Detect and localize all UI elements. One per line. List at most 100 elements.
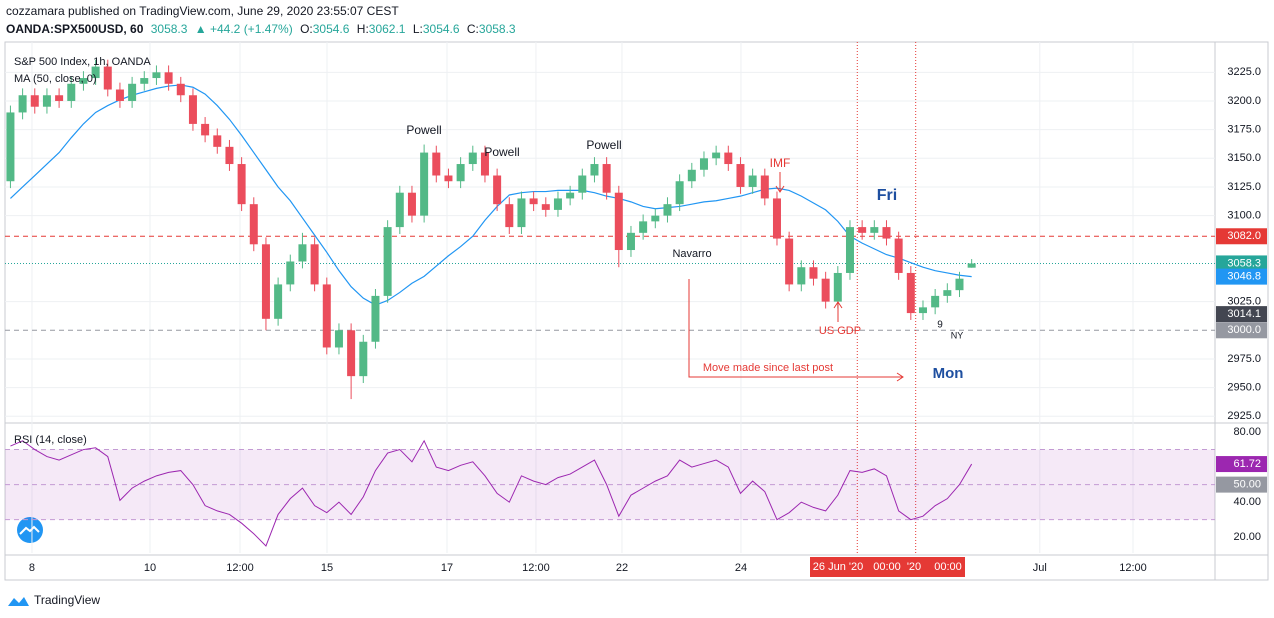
pane-title: S&P 500 Index, 1h, OANDA <box>14 56 151 68</box>
published: cozzamara published on TradingView.com, … <box>6 4 399 18</box>
c-label: C: <box>467 22 479 36</box>
price-tag-label: 3082.0 <box>1227 230 1261 242</box>
y-tick-label: 3150.0 <box>1227 152 1261 164</box>
frame <box>4 41 1269 581</box>
price-tag-label: 3014.1 <box>1227 308 1261 320</box>
time-marker: 00:00 <box>934 561 962 573</box>
price-tag <box>1216 476 1267 493</box>
candle-body <box>675 181 684 205</box>
candle-body <box>468 152 477 165</box>
annotation: IMF <box>770 156 791 170</box>
candle-body <box>663 204 672 216</box>
price-tag <box>1216 268 1267 285</box>
candle-body <box>237 164 246 205</box>
y-tick-label: 3175.0 <box>1227 124 1261 136</box>
candle-body <box>103 66 112 90</box>
candle-body <box>541 204 550 210</box>
candle-body <box>724 152 733 165</box>
candle-body <box>67 83 76 101</box>
last: 3058.3 <box>151 22 188 36</box>
arrow <box>775 172 785 193</box>
y-tick-label: 40.00 <box>1233 496 1261 508</box>
candle-body <box>712 152 721 159</box>
candle-body <box>785 238 794 285</box>
price-tag <box>1216 322 1267 339</box>
y-tick-label: 3125.0 <box>1227 181 1261 193</box>
annotation: Powell <box>484 145 519 159</box>
x-tick-label: 15 <box>321 562 333 574</box>
price-tag <box>1216 306 1267 323</box>
o-label: O: <box>300 22 313 36</box>
candle-body <box>383 227 392 296</box>
candle-body <box>91 66 100 79</box>
price-tag <box>1216 456 1267 473</box>
candle-body <box>480 152 489 176</box>
candle-body <box>115 89 124 101</box>
candle-body <box>310 244 319 285</box>
price-tag-label: 3058.3 <box>1227 257 1261 269</box>
candle-body <box>225 146 234 165</box>
x-tick-label: 10 <box>144 562 156 574</box>
price-tag-label: 50.00 <box>1233 479 1261 491</box>
candle-body <box>6 112 15 182</box>
x-tick-label: 17 <box>441 562 453 574</box>
price-tag <box>1216 228 1267 245</box>
x-tick-label: Jul <box>1033 562 1047 574</box>
candle-body <box>128 83 137 101</box>
y-tick-label: 3225.0 <box>1227 66 1261 78</box>
tv-logo-small <box>17 517 43 543</box>
annotation: Mon <box>933 365 964 382</box>
candle-body <box>870 227 879 233</box>
price-tag-label: 61.72 <box>1233 458 1261 470</box>
candle-body <box>943 290 952 296</box>
y-tick-label: 80.00 <box>1233 426 1261 438</box>
annotation: Powell <box>406 123 441 137</box>
x-tick-label: 12:00 <box>226 562 254 574</box>
x-tick-label: 12:00 <box>1119 562 1147 574</box>
l: 3054.6 <box>423 22 460 36</box>
change: ▲ +44.2 (+1.47%) <box>195 22 293 36</box>
candle-body <box>845 227 854 273</box>
annotation: Fri <box>877 187 897 204</box>
y-tick-label: 2925.0 <box>1227 410 1261 422</box>
annotation: US GDP <box>819 325 861 337</box>
candle-body <box>274 284 283 319</box>
ma-line <box>10 84 972 306</box>
candle-body <box>858 227 867 233</box>
arrow <box>833 301 843 322</box>
y-tick-label: 2950.0 <box>1227 382 1261 394</box>
candle-body <box>444 175 453 182</box>
candle-body <box>517 198 526 228</box>
symbol: OANDA:SPX500USD, 60 <box>6 22 144 36</box>
candle-body <box>152 72 161 79</box>
candle-body <box>201 123 210 136</box>
candle-body <box>286 261 295 285</box>
candle-body <box>797 267 806 285</box>
candle-body <box>626 232 635 251</box>
candle-body <box>760 175 769 199</box>
x-tick-label: 22 <box>616 562 628 574</box>
y-tick-label: 3025.0 <box>1227 296 1261 308</box>
candle-body <box>140 78 149 84</box>
candle-body <box>79 78 88 84</box>
candle-body <box>188 95 197 124</box>
candle-body <box>602 164 611 193</box>
candle-body <box>894 238 903 273</box>
y-tick-label: 20.00 <box>1233 531 1261 543</box>
annotation: Move made since last post <box>703 362 833 374</box>
candle-body <box>493 175 502 205</box>
candle-body <box>590 164 599 176</box>
candle-body <box>249 204 258 245</box>
candle-body <box>553 198 562 210</box>
candle-body <box>821 278 830 302</box>
h-label: H: <box>357 22 369 36</box>
candle-body <box>261 244 270 319</box>
h: 3062.1 <box>369 22 406 36</box>
annotation: 9 <box>937 320 943 331</box>
x-tick-label: 8 <box>29 562 35 574</box>
candle-body <box>55 95 64 101</box>
symbol-line: OANDA:SPX500USD, 60 3058.3 ▲ +44.2 (+1.4… <box>6 22 516 36</box>
candle-body <box>699 158 708 170</box>
candle-body <box>395 192 404 228</box>
candle-body <box>809 267 818 279</box>
